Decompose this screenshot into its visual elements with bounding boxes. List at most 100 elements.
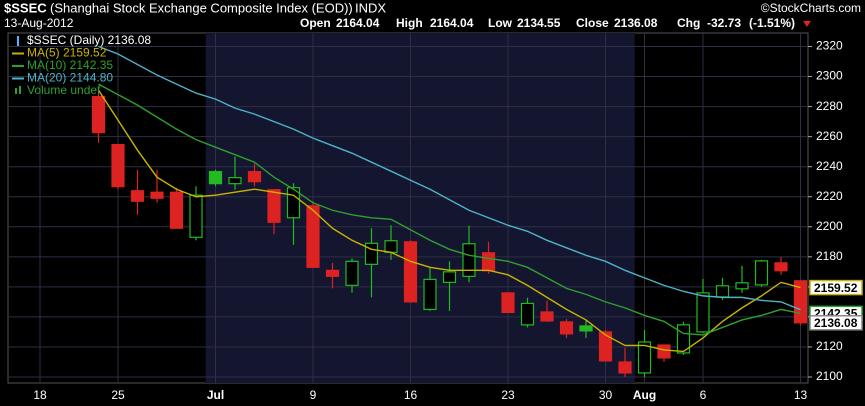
x-tick-label: 25 [111,388,125,402]
candle-body [481,252,496,272]
value-tag: 2159.52 [814,281,858,295]
candle [423,267,437,311]
candle [442,261,457,311]
candle [91,88,106,143]
x-tick-label: 9 [310,388,317,402]
candle [306,201,320,268]
symbol: $SSEC [4,0,47,15]
candle-body [364,242,379,265]
chg-label: Chg [677,16,700,30]
legend-swatch [15,88,17,94]
candle [637,329,652,377]
candle-body [442,271,457,283]
candle-body [520,302,535,326]
source: ©StockCharts.com [761,1,861,15]
candle [559,318,574,338]
y-tick-label: 2100 [816,369,843,383]
legend-label: $SSEC (Daily) 2136.08 [27,33,151,47]
candle-body [598,331,613,362]
candle [676,321,691,355]
ma-line [97,89,801,353]
candle [735,265,749,293]
y-tick-label: 2200 [816,219,843,233]
candle-body [247,171,262,183]
candle-body [637,341,652,374]
chg-pct: (-1.51%) [749,16,795,30]
candle-body [130,190,145,202]
candle-body [267,189,281,223]
candle [208,169,223,187]
candle [462,225,476,283]
candle-body [715,285,730,298]
candle-body [306,205,320,268]
y-tick-label: 2240 [816,159,843,173]
x-tick-label: 16 [404,388,418,402]
legend-label: MA(20) 2144.80 [27,71,113,85]
candle [774,256,788,275]
high-value: 2164.04 [430,16,474,30]
legend-label: Volume undef [27,83,101,97]
low-label: Low [488,16,513,30]
candle-body [403,241,418,303]
candle [579,319,593,338]
value-tag-box [809,279,863,296]
candle [189,186,203,241]
candle-body [189,194,203,238]
candle-body [150,191,164,199]
candle-body [559,321,574,335]
candle [150,169,164,203]
candle-body [462,243,476,277]
x-tick-label: Aug [633,388,656,402]
chg-value: -32.73 [707,16,741,30]
candle [657,344,671,362]
candle [325,262,340,289]
high-label: High [396,16,423,30]
candle-body [735,282,749,290]
open-label: Open [300,16,331,30]
x-tick-label: 30 [599,388,613,402]
candle-body [540,311,554,322]
y-tick-label: 2180 [816,249,843,263]
candle-body [774,262,788,272]
candle-body [501,292,515,313]
candle [130,169,145,215]
legend-label: MA(10) 2142.35 [27,58,113,72]
x-tick-label: 18 [33,388,47,402]
x-tick-label: 6 [700,388,707,402]
candle-body [754,260,769,286]
legend-label: MA(5) 2159.52 [27,46,107,60]
candle-body [696,292,710,333]
candle [267,189,281,235]
legend-swatch [19,86,21,94]
ma-line [98,45,801,311]
candle-body [111,144,125,188]
exchange: INDX [355,0,386,15]
candle [111,144,125,190]
x-tick-label: 23 [501,388,515,402]
candle [520,297,535,328]
candle [618,348,632,377]
candle [345,258,359,293]
candle [169,187,184,229]
y-tick-label: 2280 [816,99,843,113]
y-tick-label: 2260 [816,129,843,143]
candle-body [208,171,223,185]
ohlc-row: Open 2164.04 High 2164.04 Low 2134.55 Cl… [300,16,811,30]
candle [754,259,769,287]
candle-body [228,177,242,185]
candle-body [325,269,340,277]
date: 13-Aug-2012 [4,16,74,30]
close-value: 2136.08 [614,16,658,30]
x-tick-label: 13 [794,388,808,402]
candle-body [579,325,593,332]
candle-body [91,95,106,134]
candle-body [384,240,398,253]
y-tick-label: 2120 [816,339,843,353]
ma-line [98,83,801,336]
down-arrow [803,21,811,27]
candle-body [345,260,359,286]
candle [247,163,262,187]
candle-body [423,278,437,310]
candle-body [657,344,671,359]
index-name: (Shanghai Stock Exchange Composite Index… [50,0,353,15]
